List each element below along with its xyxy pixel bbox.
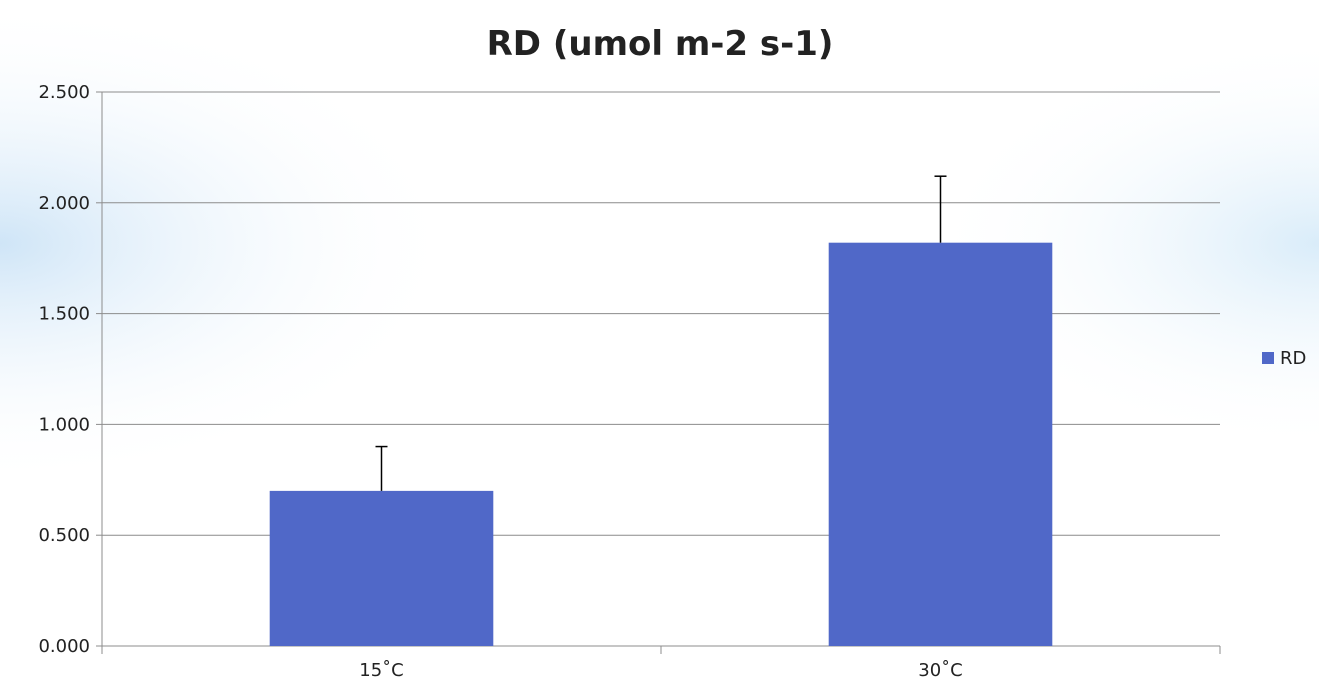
y-tick-label: 1.500	[38, 304, 90, 325]
error-bars	[375, 175, 947, 491]
y-tick-label: 0.000	[38, 636, 90, 657]
bar	[828, 242, 1053, 647]
y-tick-label: 2.000	[38, 193, 90, 214]
bar	[269, 490, 494, 646]
y-tick-label: 1.000	[38, 414, 90, 435]
y-tick-label: 2.500	[38, 82, 90, 103]
y-tick-labels: 0.000 0.500 1.000 1.500 2.000 2.500	[38, 82, 90, 657]
x-tick-label: 30˚C	[918, 660, 962, 681]
legend-swatch	[1262, 352, 1274, 364]
chart-title: RD (umol m-2 s-1)	[487, 24, 834, 64]
x-tick-label: 15˚C	[359, 660, 403, 681]
legend: RD	[1262, 348, 1306, 369]
y-tick-label: 0.500	[38, 525, 90, 546]
legend-label: RD	[1280, 348, 1306, 369]
x-tick-labels: 15˚C 30˚C	[359, 660, 962, 681]
bars	[269, 242, 1053, 647]
